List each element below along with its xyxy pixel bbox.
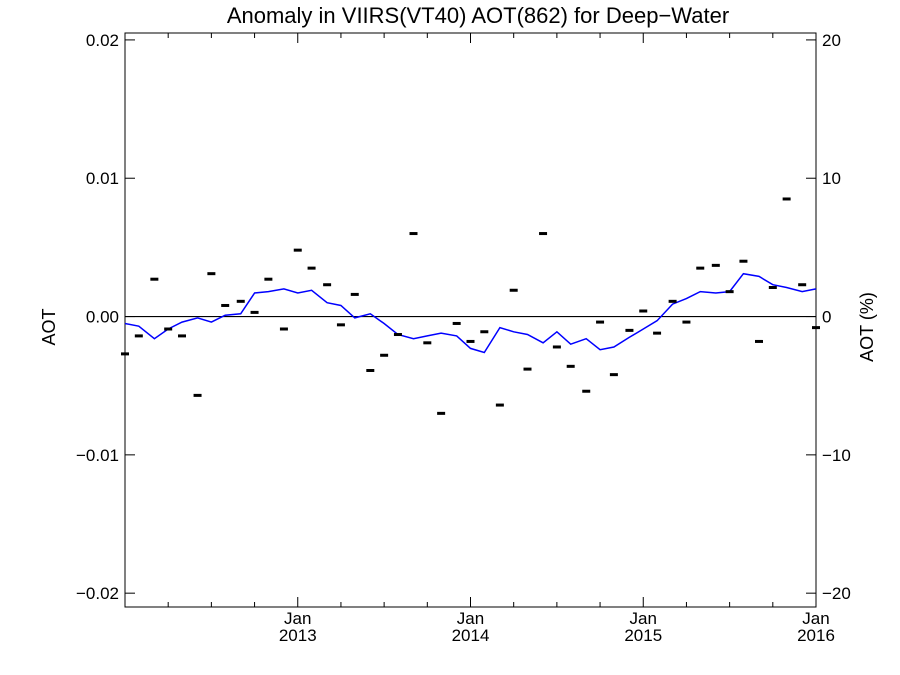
- y-axis-label: AOT: [39, 308, 59, 345]
- y2-tick-label: 10: [822, 169, 841, 188]
- y-tick-label: −0.02: [76, 584, 119, 603]
- x-tick-label-year: 2016: [797, 626, 835, 645]
- x-tick-label-year: 2013: [279, 626, 317, 645]
- plot-frame: [124, 32, 817, 608]
- plot-area: −0.02−0.010.000.010.02−20−1001020Jan2013…: [76, 31, 851, 645]
- y2-axis-label: AOT (%): [857, 292, 877, 362]
- y-tick-label: 0.01: [86, 169, 119, 188]
- x-tick-label-month: Jan: [284, 609, 311, 628]
- x-tick-label-month: Jan: [802, 609, 829, 628]
- series-line: [124, 272, 817, 354]
- y-tick-label: 0.00: [86, 308, 119, 327]
- y-tick-label: 0.02: [86, 31, 119, 50]
- x-tick-label-year: 2015: [624, 626, 662, 645]
- chart-title: Anomaly in VIIRS(VT40) AOT(862) for Deep…: [227, 3, 729, 28]
- y2-tick-label: 20: [822, 31, 841, 50]
- y2-tick-label: −10: [822, 446, 851, 465]
- y2-tick-label: 0: [822, 308, 831, 327]
- x-tick-label-year: 2014: [452, 626, 490, 645]
- x-tick-label-month: Jan: [457, 609, 484, 628]
- y-tick-label: −0.01: [76, 446, 119, 465]
- x-tick-label-month: Jan: [630, 609, 657, 628]
- y2-tick-label: −20: [822, 584, 851, 603]
